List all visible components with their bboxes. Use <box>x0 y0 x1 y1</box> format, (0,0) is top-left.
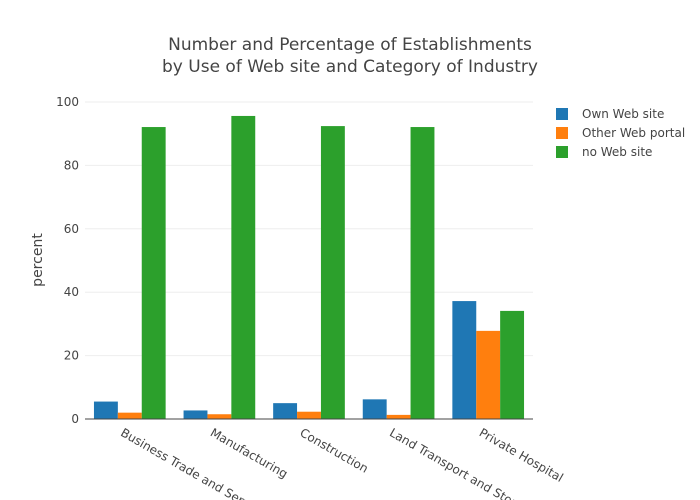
bar <box>183 410 208 419</box>
y-tick-label: 60 <box>64 222 79 236</box>
bar <box>273 403 298 419</box>
y-tick-label: 0 <box>71 412 79 426</box>
y-tick-label: 80 <box>64 158 79 172</box>
bar <box>117 412 142 419</box>
legend-swatch <box>556 127 568 139</box>
y-tick-label: 40 <box>64 285 79 299</box>
bar <box>297 411 321 419</box>
bar <box>410 127 435 419</box>
bar <box>141 127 166 419</box>
bar <box>93 401 118 419</box>
legend-label: no Web site <box>582 145 652 159</box>
bar <box>362 399 387 419</box>
legend-swatch <box>556 108 568 120</box>
y-tick-label: 100 <box>56 95 79 109</box>
bar <box>320 126 345 419</box>
bar <box>500 310 525 419</box>
y-tick-label: 20 <box>64 349 79 363</box>
x-tick-label: Business Trade and Services <box>118 425 273 500</box>
bar <box>476 330 501 419</box>
legend-label: Own Web site <box>582 107 664 121</box>
legend-swatch <box>556 146 568 158</box>
chart-title: by Use of Web site and Category of Indus… <box>162 57 538 77</box>
chart-title: Number and Percentage of Establishments <box>168 35 532 55</box>
x-tick-label: Manufacturing <box>208 425 290 481</box>
x-tick-label: Land Transport and Storage <box>387 425 538 500</box>
bar <box>452 301 477 419</box>
bar <box>231 115 256 419</box>
y-axis-label: percent <box>30 233 46 287</box>
legend-label: Other Web portal <box>582 126 685 140</box>
x-tick-label: Private Hospital <box>477 425 566 484</box>
x-tick-label: Construction <box>298 425 371 475</box>
bar <box>386 414 411 419</box>
bar <box>207 414 232 419</box>
